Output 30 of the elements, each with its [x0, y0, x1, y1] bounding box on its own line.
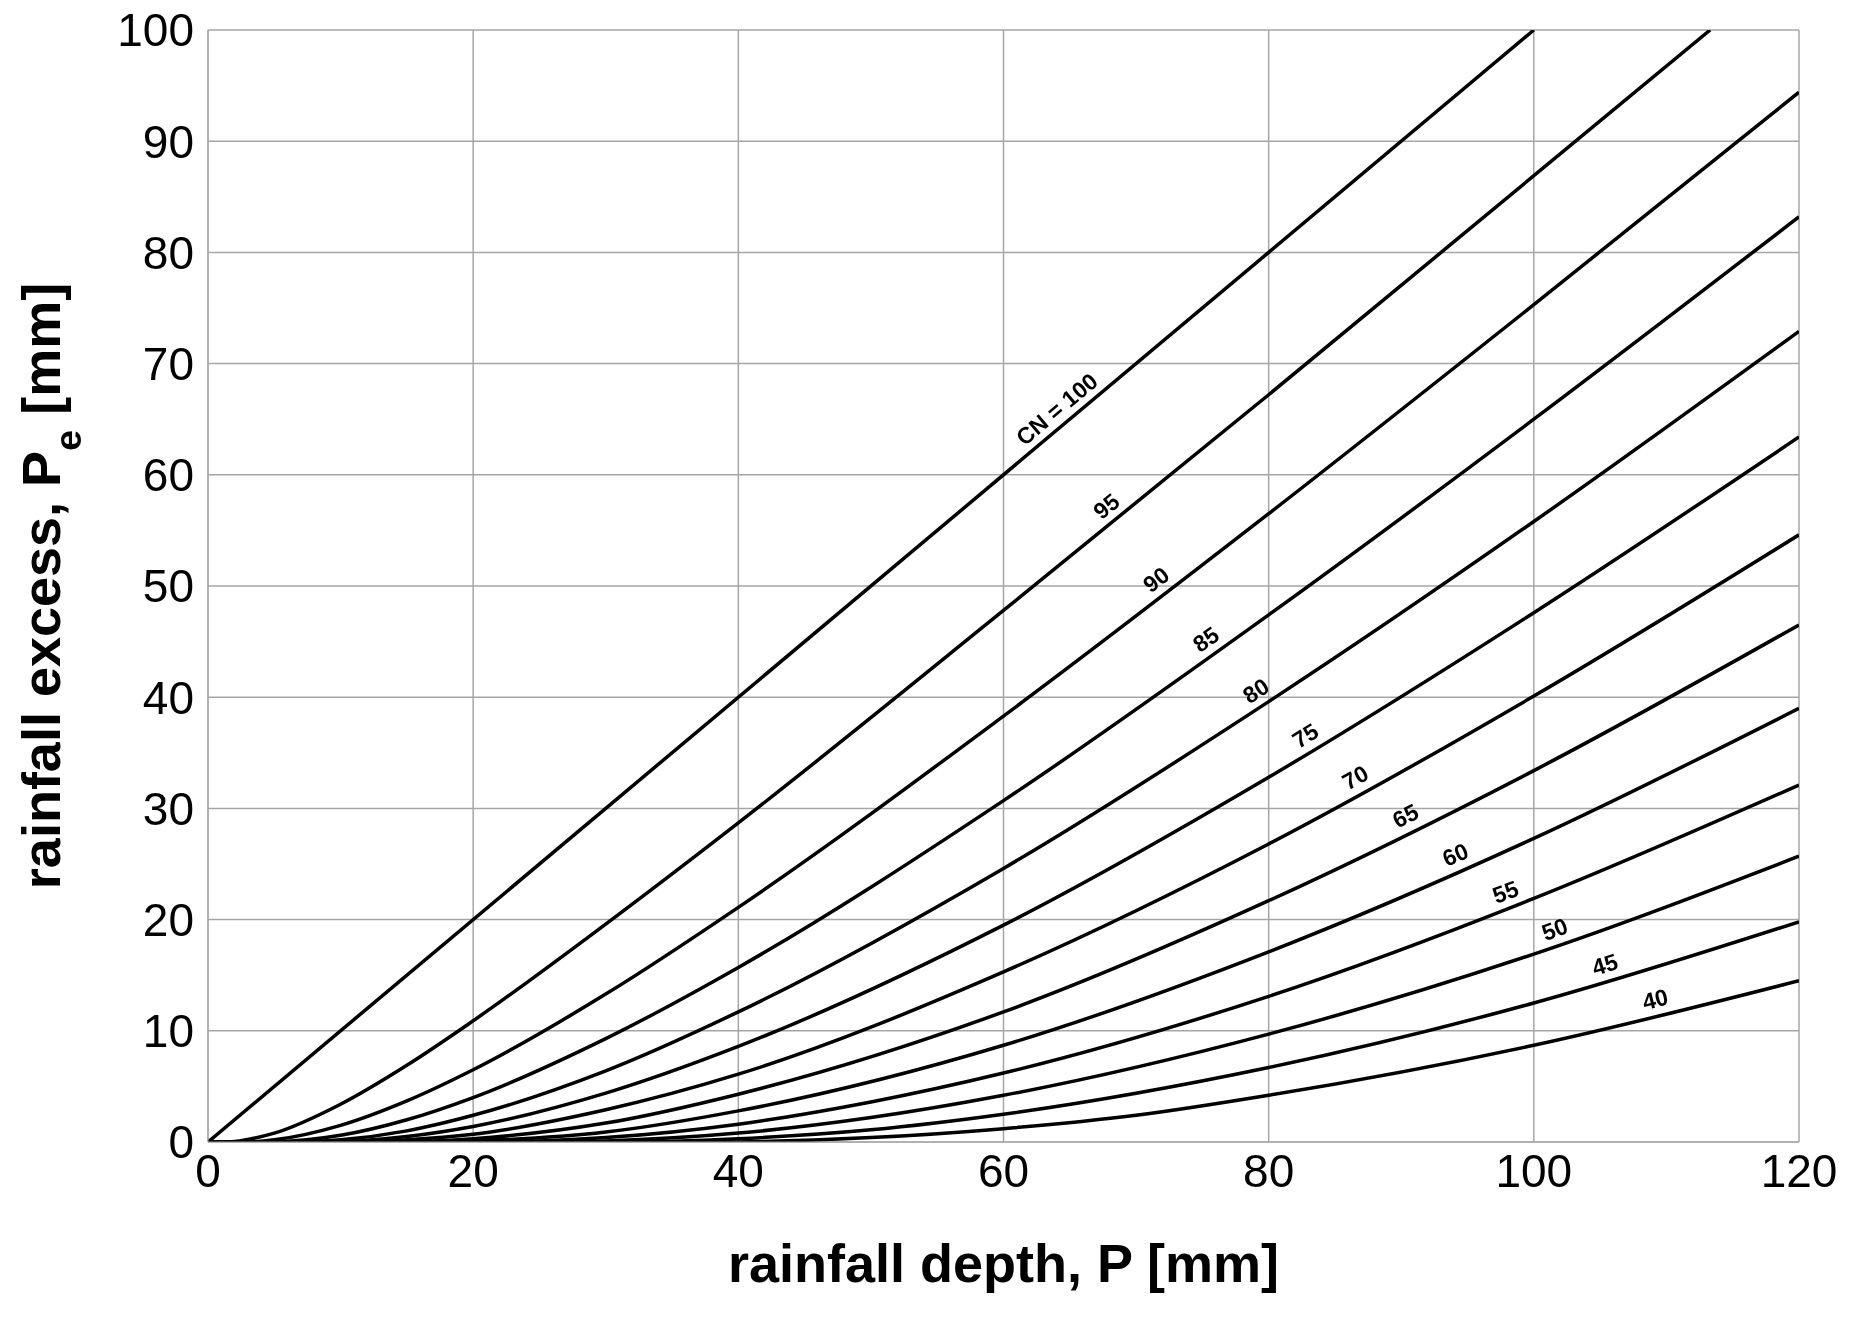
text: 85 [1188, 621, 1225, 658]
y-tick-label: 50 [142, 560, 194, 613]
text: 55 [1489, 875, 1523, 909]
text: 50 [1538, 912, 1572, 946]
y-tick-label: 100 [117, 4, 194, 57]
text: 70 [1337, 759, 1373, 796]
x-tick-label: 80 [1243, 1144, 1295, 1197]
x-tick-label: 40 [712, 1144, 764, 1197]
y-tick-label: 40 [142, 671, 194, 724]
text: 65 [1388, 798, 1423, 834]
y-tick-label: 90 [142, 115, 194, 168]
x-tick-label: 20 [447, 1144, 499, 1197]
y-tick-label: 10 [142, 1005, 194, 1058]
y-tick-label: 20 [142, 893, 194, 946]
x-axis-title: rainfall depth, P [mm] [727, 1233, 1280, 1293]
x-tick-label: 120 [1760, 1144, 1838, 1197]
text: 80 [1238, 673, 1274, 709]
y-tick-label: 30 [142, 782, 194, 835]
y-tick-label: 70 [142, 337, 194, 390]
x-tick-label: 100 [1495, 1144, 1573, 1197]
text: CN = 100 [1011, 367, 1103, 451]
text: 45 [1588, 948, 1622, 981]
text: 60 [1438, 837, 1473, 872]
y-tick-label: 60 [142, 449, 194, 502]
x-tick-label: 60 [977, 1144, 1030, 1197]
y-tick-label: 80 [142, 226, 194, 279]
text: 90 [1138, 561, 1175, 598]
text: 95 [1088, 487, 1125, 525]
text: 40 [1639, 983, 1671, 1015]
text: 75 [1287, 717, 1324, 754]
